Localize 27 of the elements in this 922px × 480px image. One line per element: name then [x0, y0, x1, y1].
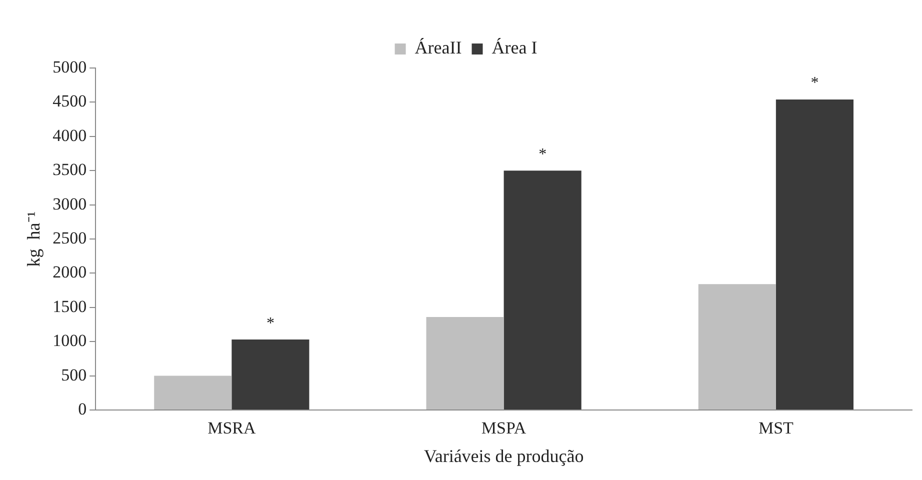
bar: [504, 170, 582, 410]
x-tick-label: MST: [758, 418, 794, 438]
y-tick-label: 4500: [52, 92, 87, 111]
bar: [232, 340, 310, 410]
legend-label: Área I: [492, 38, 538, 58]
bar: [154, 376, 232, 410]
y-tick-label: 1000: [52, 331, 87, 350]
y-tick-label: 500: [61, 365, 87, 384]
annotation: *: [266, 314, 274, 332]
x-tick-label: MSRA: [208, 418, 256, 438]
x-tick-label: MSPA: [481, 418, 527, 438]
bar: [698, 284, 776, 410]
bar: [426, 316, 504, 410]
y-tick-label: 3000: [52, 194, 87, 214]
y-tick-label: 3500: [52, 160, 87, 180]
annotation: *: [810, 74, 819, 92]
bar: [776, 99, 854, 410]
legend-label: ÁreaII: [414, 38, 462, 58]
y-tick-label: 2000: [52, 262, 87, 282]
y-tick-label: 0: [78, 399, 87, 418]
y-tick-label: 4000: [52, 126, 87, 145]
y-axis-title: kg ha⁻¹: [24, 211, 44, 267]
y-tick-label: 2500: [52, 228, 87, 248]
y-tick-label: 1500: [52, 296, 87, 316]
x-axis-title: Variáveis de produção: [424, 446, 584, 466]
y-tick-label: 5000: [52, 57, 87, 76]
annotation: *: [538, 146, 547, 163]
